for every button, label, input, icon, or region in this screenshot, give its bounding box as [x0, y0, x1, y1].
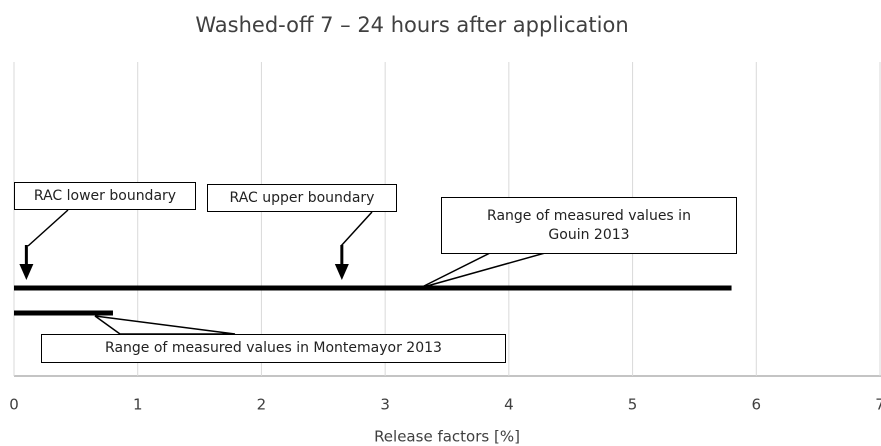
chart-title: Washed-off 7 – 24 hours after applicatio…: [195, 13, 628, 37]
x-tick-label: 5: [628, 396, 638, 414]
marker-arrow: [19, 245, 34, 280]
x-tick-label: 3: [380, 396, 390, 414]
callout-box: Range of measured values in Montemayor 2…: [41, 334, 506, 363]
x-axis-label: Release factors [%]: [374, 428, 520, 446]
callout-box: RAC upper boundary: [207, 184, 397, 212]
callout-box: Range of measured values in Gouin 2013: [441, 197, 737, 254]
x-tick-label: 2: [257, 396, 267, 414]
x-tick-label: 6: [752, 396, 762, 414]
x-tick-label: 0: [9, 396, 19, 414]
x-tick-label: 1: [133, 396, 143, 414]
x-tick-label: 7: [875, 396, 881, 414]
arrow-head: [334, 264, 349, 280]
callout-box: RAC lower boundary: [14, 182, 196, 210]
x-tick-label: 4: [504, 396, 514, 414]
marker-arrow: [334, 245, 349, 280]
callout-pointers: [27, 209, 546, 335]
arrow-head: [19, 264, 34, 280]
